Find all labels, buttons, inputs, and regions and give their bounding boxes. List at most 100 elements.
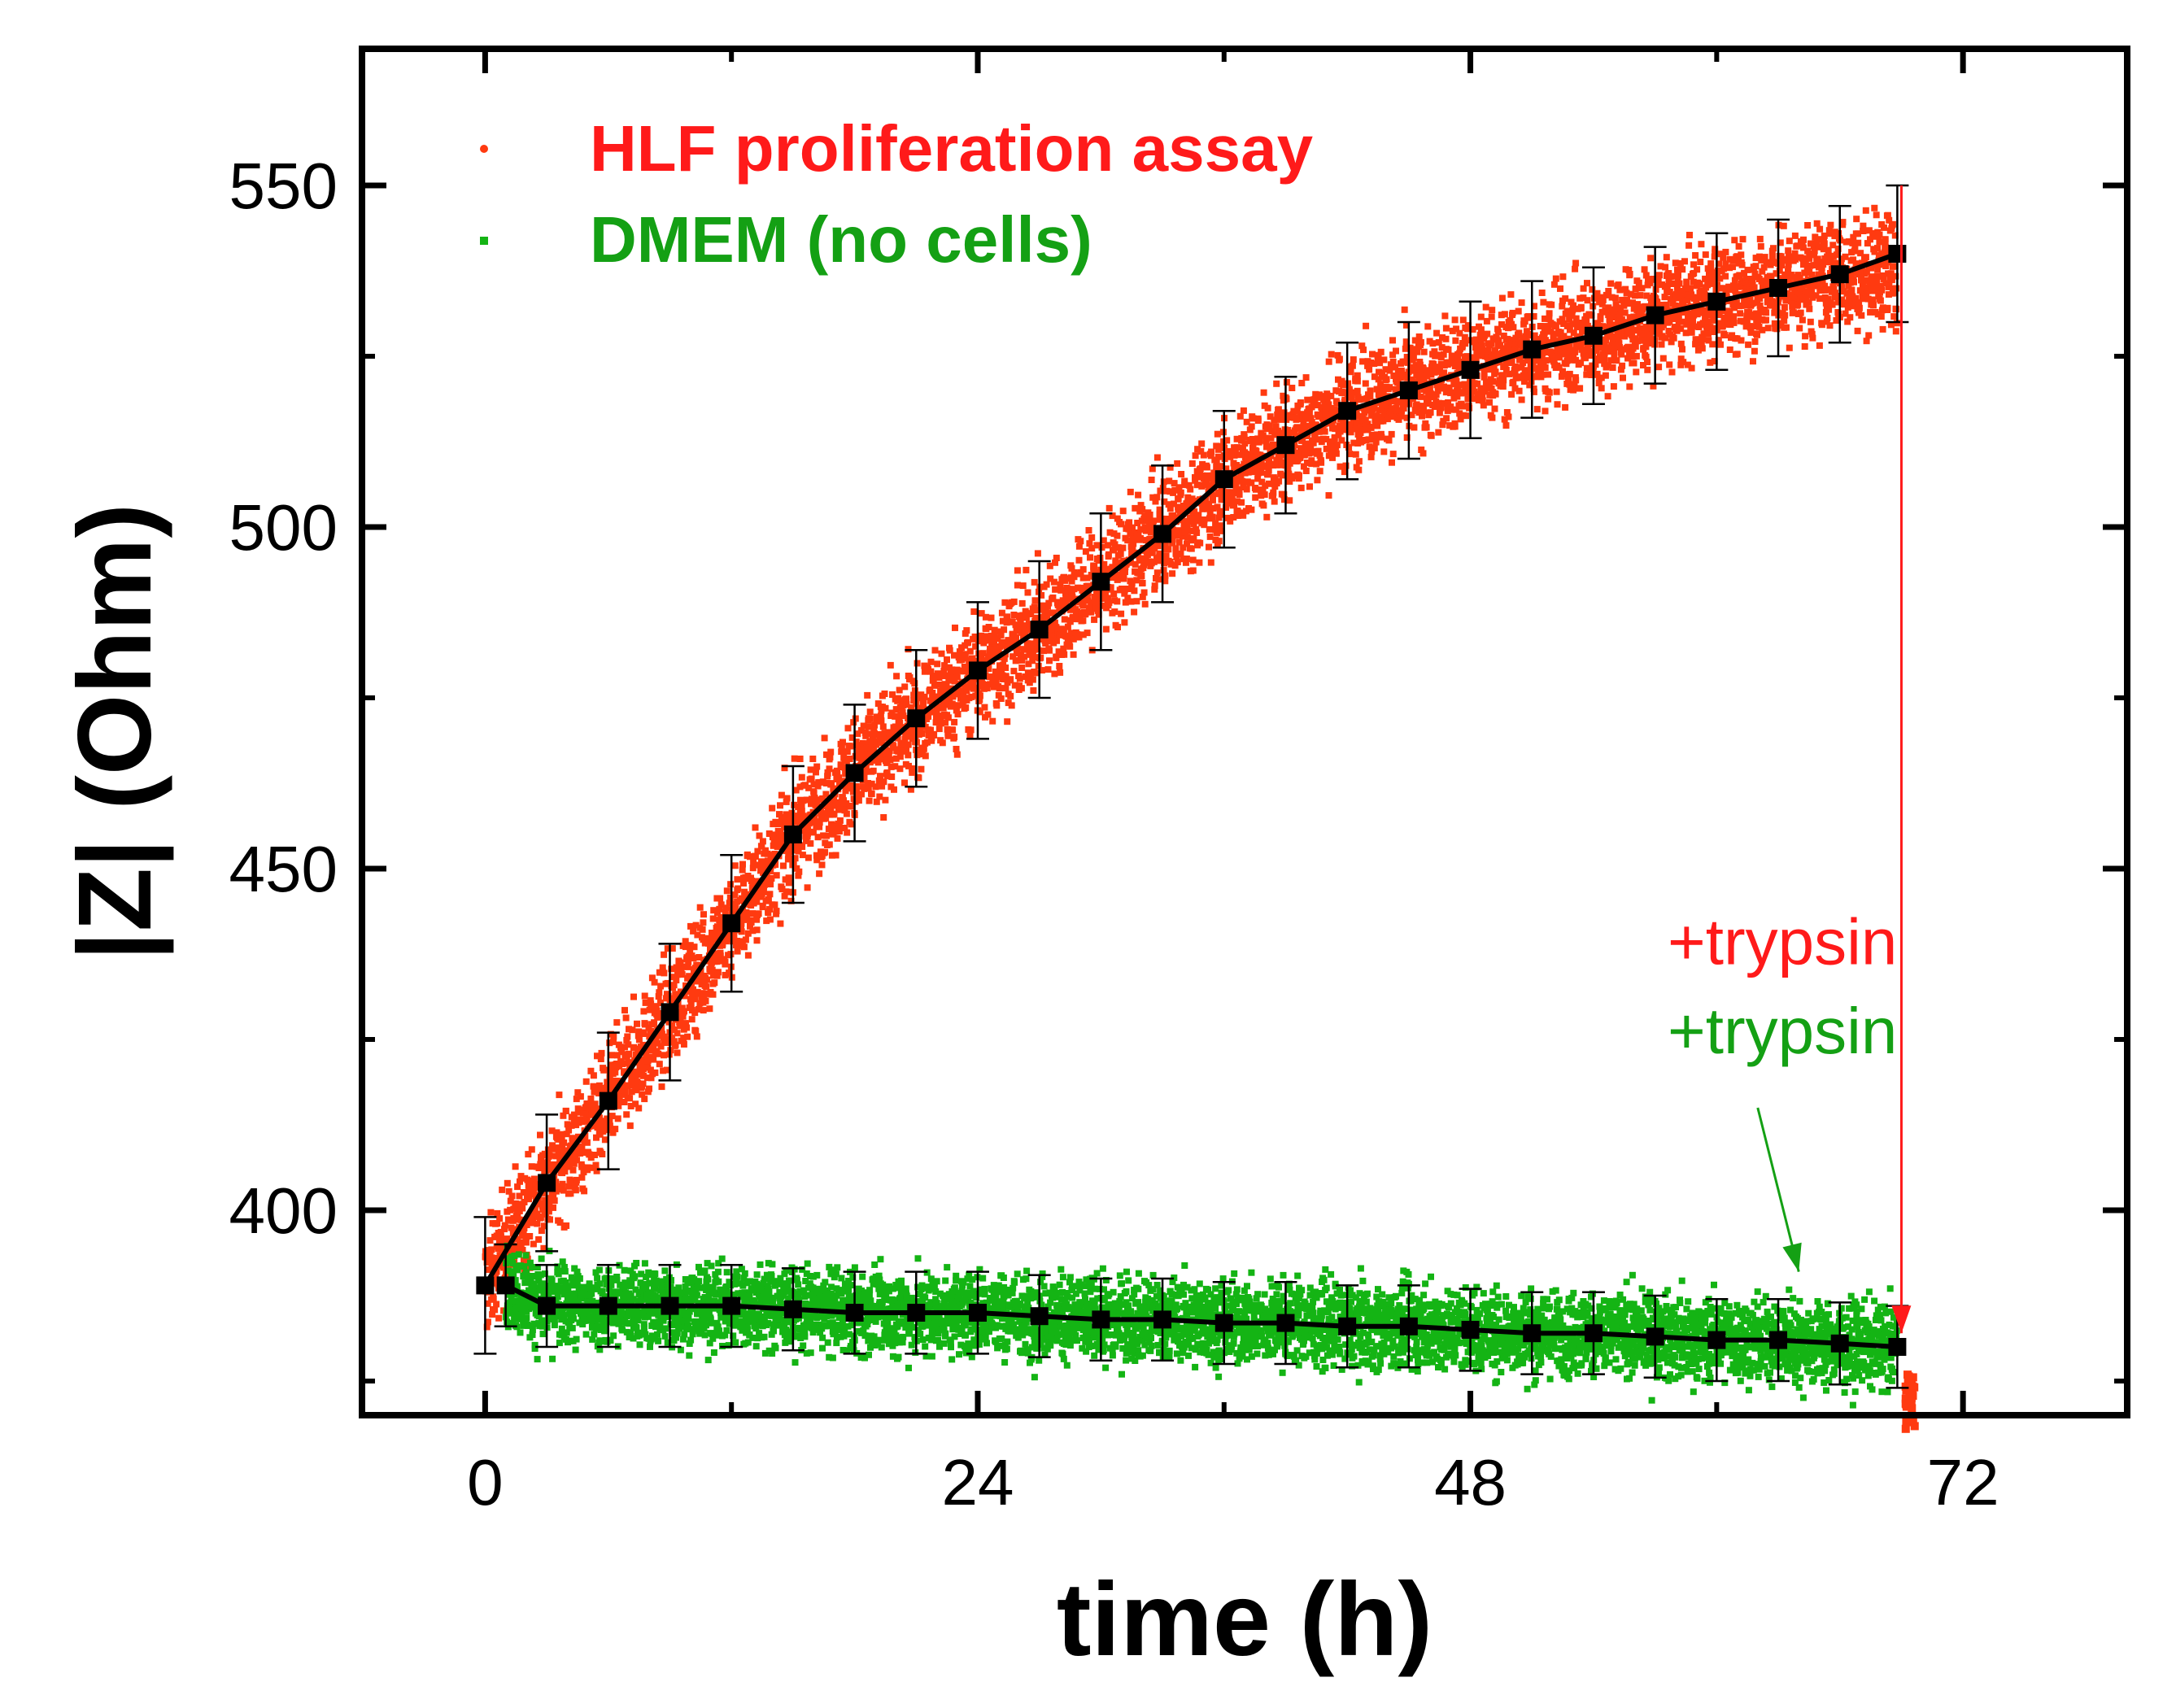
scatter-point <box>1127 598 1135 605</box>
scatter-point <box>1427 409 1434 416</box>
scatter-point <box>1594 370 1601 377</box>
scatter-point <box>1328 392 1335 399</box>
scatter-point <box>994 635 1001 643</box>
scatter-point <box>578 1163 586 1170</box>
scatter-point <box>1683 278 1690 285</box>
scatter-point <box>978 655 985 662</box>
scatter-point <box>1726 346 1733 353</box>
scatter-point <box>718 913 726 921</box>
scatter-point <box>1206 508 1214 516</box>
scatter-point <box>1620 302 1628 309</box>
scatter-point <box>905 762 912 769</box>
scatter-point <box>849 788 857 795</box>
scatter-point <box>1555 364 1563 371</box>
scatter-point <box>1278 461 1285 468</box>
scatter-point <box>509 1243 517 1249</box>
scatter-point <box>1485 346 1492 354</box>
scatter-point <box>1067 630 1075 637</box>
scatter-point <box>1207 452 1214 460</box>
scatter-point <box>700 911 707 918</box>
scatter-point <box>777 802 783 809</box>
scatter-point <box>488 1246 495 1253</box>
scatter-point <box>608 1066 614 1074</box>
scatter-point <box>1086 540 1093 547</box>
scatter-point <box>909 765 916 772</box>
scatter-point <box>1206 500 1213 508</box>
scatter-point <box>916 725 923 732</box>
scatter-point <box>1161 498 1168 505</box>
scatter-point <box>648 1074 655 1082</box>
scatter-point <box>1119 544 1127 551</box>
scatter-point <box>612 1126 619 1133</box>
scatter-point <box>1463 412 1469 420</box>
scatter-point <box>783 795 791 802</box>
scatter-point <box>1520 359 1527 366</box>
scatter-point <box>1248 506 1255 513</box>
scatter-point <box>623 1037 630 1044</box>
scatter-point <box>1313 460 1320 468</box>
scatter-point <box>508 1192 516 1200</box>
scatter-point <box>795 872 802 879</box>
scatter-point <box>1252 494 1259 501</box>
scatter-point <box>1690 261 1697 268</box>
scatter-point <box>1258 492 1265 499</box>
scatter-point <box>1084 630 1091 637</box>
scatter-point <box>1498 312 1505 319</box>
scatter-point <box>1314 402 1321 409</box>
scatter-point <box>1605 288 1612 294</box>
scatter-point <box>1731 237 1738 244</box>
scatter-point <box>1694 266 1701 273</box>
scatter-point <box>1569 320 1576 328</box>
scatter-point <box>1368 448 1376 455</box>
scatter-point <box>1708 269 1716 277</box>
scatter-point <box>1075 556 1083 564</box>
scatter-point <box>499 1186 506 1193</box>
scatter-point <box>1079 631 1087 638</box>
scatter-point <box>1754 331 1760 338</box>
scatter-point <box>1206 533 1214 540</box>
scatter-point <box>1620 374 1626 381</box>
scatter-point <box>1562 403 1569 411</box>
scatter-point <box>1290 453 1297 460</box>
scatter-point <box>1338 389 1345 395</box>
scatter-point <box>1140 561 1148 569</box>
scatter-point <box>1680 359 1687 366</box>
scatter-point <box>514 1245 521 1253</box>
scatter-point <box>1432 364 1439 372</box>
scatter-point <box>522 1239 530 1246</box>
scatter-point <box>1274 411 1281 418</box>
scatter-point <box>1272 423 1280 430</box>
scatter-point <box>613 1078 620 1084</box>
scatter-point <box>1465 403 1472 410</box>
scatter-point <box>873 713 880 721</box>
scatter-point <box>483 1323 491 1331</box>
scatter-point <box>1632 342 1639 350</box>
scatter-point <box>822 848 829 856</box>
scatter-point <box>1018 685 1025 692</box>
scatter-point <box>1515 387 1523 394</box>
scatter-point <box>1268 428 1276 434</box>
scatter-point <box>966 732 974 739</box>
scatter-point <box>1670 334 1677 342</box>
scatter-point <box>1469 383 1476 390</box>
scatter-point <box>625 1041 632 1048</box>
scatter-point <box>1572 356 1579 364</box>
scatter-point <box>1366 366 1373 373</box>
scatter-point <box>1477 385 1485 392</box>
scatter-point <box>1571 382 1578 390</box>
scatter-point <box>1214 446 1222 453</box>
scatter-point <box>1409 351 1416 357</box>
scatter-point <box>822 814 830 821</box>
scatter-point <box>896 719 904 726</box>
scatter-point <box>1079 566 1087 573</box>
scatter-point <box>739 866 746 874</box>
scatter-point <box>581 1187 588 1195</box>
scatter-point <box>1569 307 1576 314</box>
scatter-point <box>1704 278 1712 285</box>
scatter-point <box>1288 429 1295 436</box>
scatter-point <box>1509 309 1516 316</box>
scatter-point <box>1327 438 1333 446</box>
scatter-point <box>976 708 983 716</box>
scatter-point <box>879 723 887 730</box>
scatter-point <box>1271 498 1278 505</box>
